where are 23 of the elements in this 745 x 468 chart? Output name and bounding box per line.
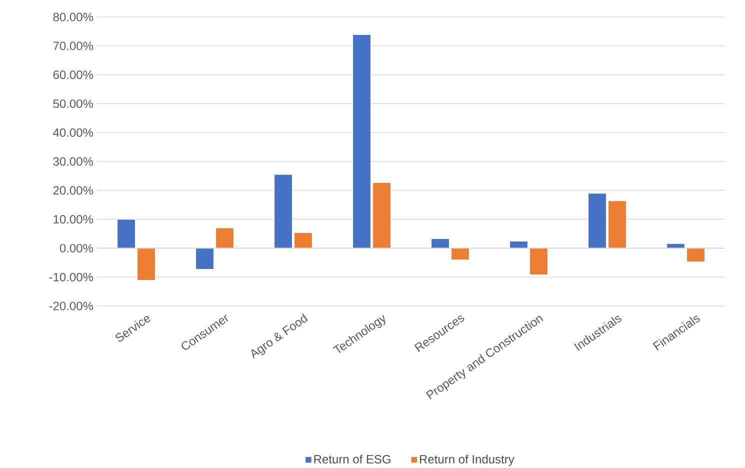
legend-label: Return of Industry: [420, 454, 514, 466]
bar: [509, 240, 528, 248]
bar: [215, 228, 234, 248]
bar: [666, 243, 686, 248]
y-tick-label: 40.00%: [53, 128, 94, 137]
bar: [529, 248, 548, 276]
legend-label: Return of ESG: [314, 454, 390, 464]
bar: [136, 248, 156, 281]
bar: [430, 238, 450, 248]
bar: [686, 248, 706, 262]
bar: [116, 218, 136, 248]
y-tick-label: 70.00%: [53, 42, 94, 50]
bar: [195, 248, 214, 270]
y-tick-label: 0.00%: [60, 244, 94, 252]
y-tick-label: 50.00%: [53, 99, 94, 108]
y-tick-label: 80.00%: [53, 12, 94, 22]
y-tick-label: 10.00%: [54, 215, 94, 224]
y-tick-label: -20.00%: [49, 302, 94, 310]
y-tick-label: 30.00%: [53, 157, 94, 166]
y-tick-label: 20.00%: [53, 186, 94, 195]
bar: [450, 248, 470, 260]
y-tick-label: -10.00%: [49, 272, 94, 282]
y-tick-label: 60.00%: [53, 70, 94, 80]
